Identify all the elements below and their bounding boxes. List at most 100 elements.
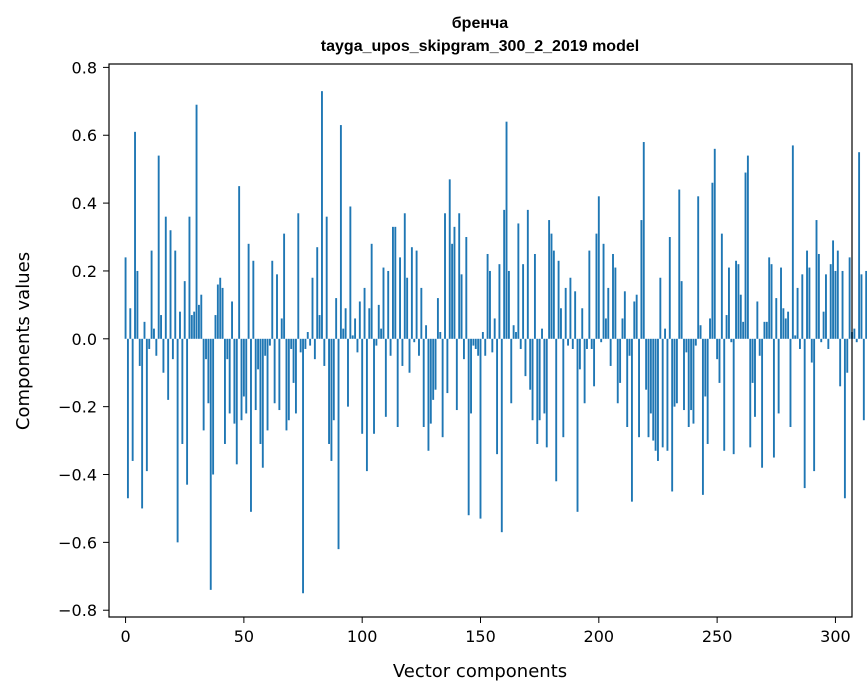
x-tick-label: 150: [465, 627, 496, 646]
bar-137: [448, 179, 451, 339]
bar-25: [183, 281, 186, 339]
bar-2: [129, 308, 132, 339]
bar-95: [349, 206, 352, 339]
bar-260: [739, 294, 742, 339]
bar-105: [373, 338, 375, 434]
bar-227: [661, 338, 664, 448]
bar-238: [687, 338, 690, 428]
bar-65: [278, 338, 281, 411]
bar-5: [136, 270, 139, 339]
bar-131: [434, 338, 437, 390]
bar-132: [436, 298, 439, 339]
bar-180: [550, 233, 553, 339]
x-tick-label: 200: [584, 627, 615, 646]
y-axis-label: Components values: [13, 252, 34, 430]
bar-79: [311, 277, 314, 339]
bar-49: [240, 338, 243, 421]
bar-32: [200, 294, 203, 339]
bar-107: [377, 304, 380, 339]
bar-286: [801, 274, 804, 339]
bar-142: [460, 274, 463, 339]
bar-40: [219, 277, 222, 339]
bar-69: [287, 338, 290, 421]
bar-294: [820, 338, 823, 343]
bar-72: [294, 338, 297, 414]
bar-223: [652, 338, 655, 441]
bar-19: [169, 230, 172, 339]
bar-203: [604, 318, 607, 339]
bar-232: [673, 338, 676, 407]
y-tick-label: 0.0: [72, 330, 97, 349]
bar-229: [666, 338, 669, 451]
bar-290: [810, 338, 813, 363]
bar-3: [131, 338, 134, 461]
bar-88: [332, 338, 335, 421]
bar-295: [822, 311, 825, 339]
bar-101: [363, 287, 366, 339]
bar-56: [257, 338, 260, 370]
bar-90: [337, 338, 340, 550]
bar-190: [574, 291, 577, 339]
bar-231: [671, 338, 674, 492]
bar-311: [860, 274, 863, 339]
bar-299: [832, 240, 835, 339]
bar-160: [503, 209, 506, 339]
bar-247: [709, 318, 711, 339]
bar-189: [571, 338, 574, 349]
bar-84: [323, 338, 326, 366]
bar-230: [668, 237, 671, 339]
bar-54: [252, 260, 255, 339]
bar-312: [862, 338, 865, 421]
bar-24: [181, 338, 184, 444]
bar-71: [292, 338, 295, 383]
bar-188: [569, 277, 572, 339]
bar-169: [524, 338, 527, 377]
x-axis-ticks: 0 50 100 150 200 250 300: [120, 617, 851, 646]
bar-28: [190, 315, 193, 339]
bar-103: [368, 308, 371, 339]
bar-133: [439, 332, 442, 339]
bar-11: [150, 250, 153, 339]
bar-277: [780, 267, 782, 339]
y-tick-label: 0.2: [72, 262, 97, 281]
bar-67: [283, 233, 286, 339]
bar-139: [453, 226, 456, 339]
bar-55: [254, 338, 257, 411]
bar-177: [543, 338, 546, 414]
bar-298: [829, 264, 832, 339]
bar-237: [685, 338, 688, 353]
bar-207: [614, 267, 617, 339]
bar-138: [451, 243, 454, 339]
bar-251: [718, 338, 721, 383]
bar-285: [799, 338, 801, 349]
bar-122: [413, 338, 416, 343]
bar-164: [512, 325, 515, 339]
bar-41: [221, 287, 224, 339]
bar-240: [692, 338, 695, 424]
bar-205: [609, 338, 612, 366]
bar-254: [725, 315, 728, 339]
y-axis-ticks: −0.8 −0.6 −0.4 −0.2 0.0 0.2 0.4 0.6 0.8: [58, 58, 109, 620]
bar-154: [489, 270, 491, 339]
bar-249: [713, 148, 716, 339]
bar-305: [846, 338, 849, 373]
bar-6: [138, 338, 141, 366]
bar-242: [697, 196, 700, 339]
bar-51: [245, 338, 248, 414]
bar-47: [235, 338, 238, 465]
bar-135: [444, 213, 446, 339]
bar-252: [720, 233, 723, 339]
bar-44: [228, 338, 231, 414]
bar-184: [560, 308, 562, 339]
bar-81: [316, 247, 319, 339]
bar-126: [422, 338, 425, 428]
y-tick-label: −0.2: [58, 398, 97, 417]
bar-261: [742, 321, 745, 339]
bar-310: [858, 152, 861, 339]
bar-194: [583, 338, 586, 404]
bar-123: [415, 250, 418, 339]
bar-296: [825, 274, 827, 339]
bar-265: [751, 338, 754, 383]
bar-174: [536, 338, 539, 444]
bar-73: [297, 213, 300, 339]
